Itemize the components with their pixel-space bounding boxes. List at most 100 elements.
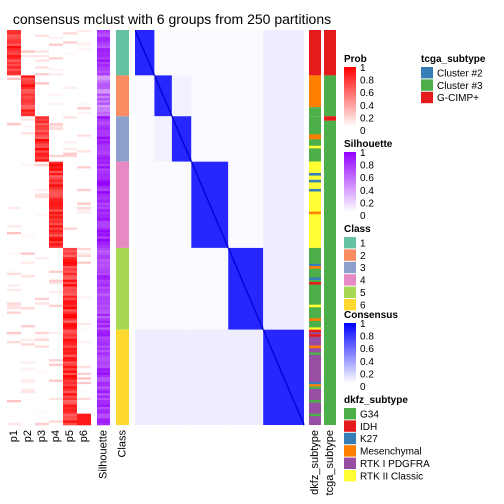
prob-cell	[7, 168, 21, 171]
prob-cell	[35, 252, 49, 255]
prob-cell	[63, 359, 77, 362]
prob-cell	[7, 216, 21, 219]
legend-tick-label: 0.2	[360, 369, 374, 380]
silhouette-cell	[97, 266, 110, 269]
silhouette-cell	[97, 46, 110, 49]
prob-cell	[49, 375, 63, 378]
prob-cell	[21, 89, 35, 92]
dkfz-stripe	[309, 266, 321, 269]
prob-cell	[21, 307, 35, 310]
prob-cell	[35, 146, 49, 149]
prob-cell	[7, 180, 21, 183]
prob-cell	[35, 400, 49, 403]
prob-cell	[49, 121, 63, 124]
prob-cell	[7, 391, 21, 394]
prob-cell	[7, 252, 21, 255]
prob-cell	[77, 361, 91, 364]
prob-cell	[7, 237, 21, 240]
prob-cell	[21, 293, 35, 296]
silhouette-column-label: Silhouette	[97, 430, 109, 479]
prob-cell	[63, 84, 77, 87]
prob-cell	[49, 116, 63, 119]
consensus-diagonal-cell	[188, 155, 189, 158]
prob-cell	[35, 209, 49, 212]
consensus-diagonal-cell	[204, 191, 205, 194]
consensus-diagonal-cell	[259, 321, 260, 324]
legend-item-label: G34	[360, 409, 379, 420]
silhouette-cell	[97, 264, 110, 267]
prob-cell	[77, 327, 91, 330]
prob-cell	[35, 361, 49, 364]
legend-tick-label: 0	[360, 382, 366, 393]
prob-cell	[7, 330, 21, 333]
consensus-diagonal-cell	[194, 168, 195, 171]
prob-cell	[35, 121, 49, 124]
prob-cell	[7, 262, 21, 265]
prob-cell	[21, 371, 35, 374]
prob-cell	[21, 332, 35, 335]
prob-cell	[63, 166, 77, 169]
silhouette-cell	[97, 60, 110, 63]
prob-cell	[49, 262, 63, 265]
prob-cell	[63, 189, 77, 192]
prob-cell	[49, 393, 63, 396]
prob-cell	[49, 309, 63, 312]
silhouette-cell	[97, 141, 110, 144]
prob-cell	[77, 200, 91, 203]
consensus-diagonal-cell	[261, 325, 262, 328]
consensus-diagonal-cell	[191, 162, 192, 165]
prob-cell	[35, 150, 49, 153]
prob-cell	[77, 166, 91, 169]
prob-cell	[77, 137, 91, 140]
prob-cell	[21, 173, 35, 176]
prob-cell	[49, 305, 63, 308]
prob-cell	[77, 134, 91, 137]
prob-cell	[21, 325, 35, 328]
prob-cell	[7, 323, 21, 326]
consensus-diagonal-cell	[268, 341, 269, 344]
prob-cell	[7, 141, 21, 144]
silhouette-cell	[97, 107, 110, 110]
prob-cell	[49, 225, 63, 228]
prob-cell	[35, 357, 49, 360]
silhouette-cell	[97, 257, 110, 260]
prob-cell	[77, 339, 91, 342]
prob-cell	[21, 246, 35, 249]
prob-cell	[77, 341, 91, 344]
prob-cell	[21, 73, 35, 76]
legend-tick-label: 0.6	[360, 88, 374, 99]
silhouette-cell	[97, 225, 110, 228]
prob-cell	[21, 48, 35, 51]
prob-cell	[7, 273, 21, 276]
prob-cell	[21, 82, 35, 85]
prob-cell	[35, 420, 49, 423]
prob-cell	[35, 75, 49, 78]
prob-cell	[35, 366, 49, 369]
prob-cell	[49, 139, 63, 142]
prob-cell	[63, 89, 77, 92]
prob-cell	[7, 100, 21, 103]
silhouette-cell	[97, 230, 110, 233]
silhouette-cell	[97, 277, 110, 280]
prob-cell	[7, 346, 21, 349]
prob-cell	[7, 64, 21, 67]
prob-cell	[77, 144, 91, 147]
consensus-block	[191, 330, 228, 425]
silhouette-cell	[97, 134, 110, 137]
prob-cell	[63, 148, 77, 151]
prob-cell	[63, 128, 77, 131]
prob-cell	[49, 252, 63, 255]
silhouette-cell	[97, 146, 110, 149]
silhouette-cell	[97, 298, 110, 301]
silhouette-cell	[97, 311, 110, 314]
prob-cell	[7, 155, 21, 158]
prob-cell	[35, 32, 49, 35]
prob-cell	[77, 384, 91, 387]
prob-cell	[7, 207, 21, 210]
silhouette-cell	[97, 221, 110, 224]
silhouette-cell	[97, 78, 110, 81]
prob-cell	[77, 386, 91, 389]
prob-cell	[77, 241, 91, 244]
prob-cell	[63, 366, 77, 369]
prob-cell	[7, 123, 21, 126]
